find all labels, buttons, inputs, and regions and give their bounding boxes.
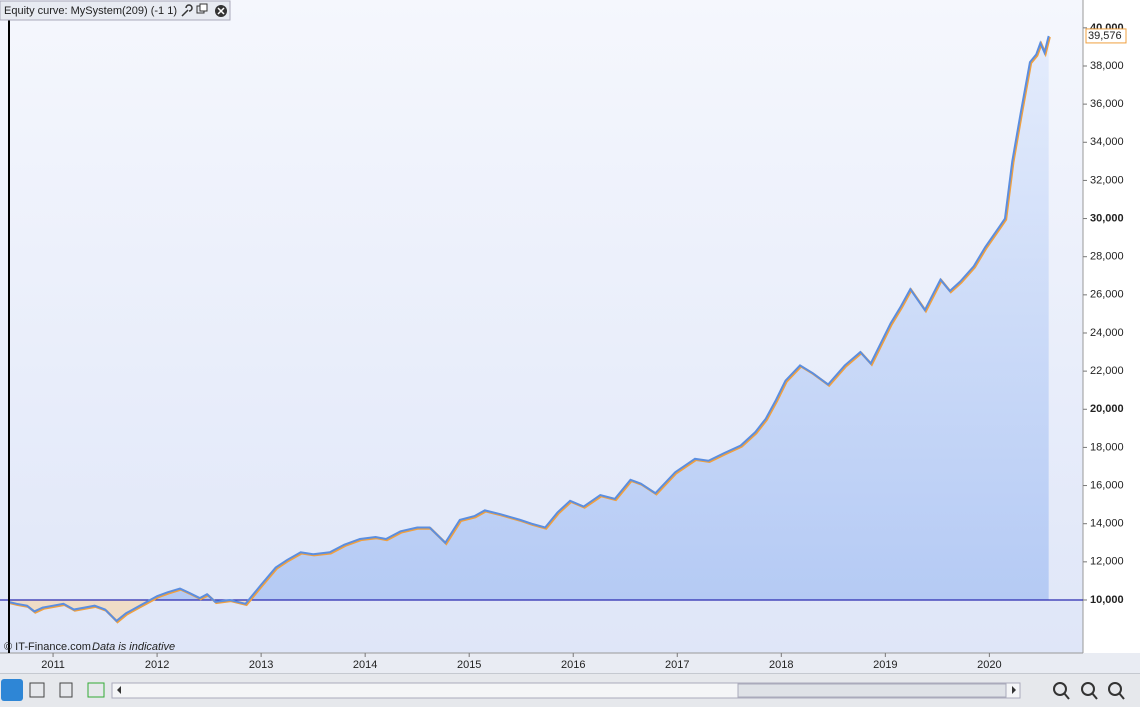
x-tick-label: 2018 [769,659,793,671]
y-tick-label: 30,000 [1090,212,1124,224]
y-tick-label: 12,000 [1090,556,1124,568]
y-tick-label: 36,000 [1090,98,1124,110]
y-tick-label: 18,000 [1090,441,1124,453]
x-tick-label: 2013 [249,659,273,671]
equity-line [8,35,1050,623]
y-tick-label: 26,000 [1090,289,1124,301]
y-tick-label: 34,000 [1090,136,1124,148]
x-tick-label: 2020 [977,659,1001,671]
area-fill [8,35,1049,600]
y-tick-label: 40,000 [1090,22,1124,34]
y-tick-label: 14,000 [1090,518,1124,530]
last-value-box [1085,28,1127,44]
area-fill-below [8,599,1049,621]
toolbar [0,673,1140,707]
title-icons[interactable] [181,3,227,17]
tool-buttons[interactable] [29,682,105,698]
y-tick-label: 20,000 [1090,403,1124,415]
y-tick-label: 32,000 [1090,174,1124,186]
title-box [0,0,231,21]
zoom-buttons[interactable] [1053,682,1125,700]
y-tick-label: 10,000 [1090,594,1124,606]
chart-title: Equity curve: MySystem(209) (-1 1) [4,5,177,17]
credit: © IT-Finance.com [4,641,91,653]
x-tick-label: 2014 [353,659,377,671]
y-tick-label: 28,000 [1090,251,1124,263]
x-tick-label: 2011 [41,659,65,671]
x-tick-label: 2016 [561,659,585,671]
scroll-thumb[interactable] [737,683,1007,698]
x-tick-label: 2015 [457,659,481,671]
share-button[interactable] [1,679,23,701]
y-tick-label: 38,000 [1090,60,1124,72]
axis-panel [1083,0,1140,653]
y-tick-label: 24,000 [1090,327,1124,339]
y-tick-label: 22,000 [1090,365,1124,377]
x-axis-band [0,653,1140,673]
x-tick-label: 2012 [145,659,169,671]
toolbar-icons [1,679,1125,701]
last-value-label: 39,576 [1088,30,1122,42]
x-tick-label: 2017 [665,659,689,671]
y-tick-label: 16,000 [1090,479,1124,491]
chart: Equity curve: MySystem(209) (-1 1) © IT-… [0,0,1140,673]
note: Data is indicative [92,641,175,653]
x-tick-label: 2019 [873,659,897,671]
